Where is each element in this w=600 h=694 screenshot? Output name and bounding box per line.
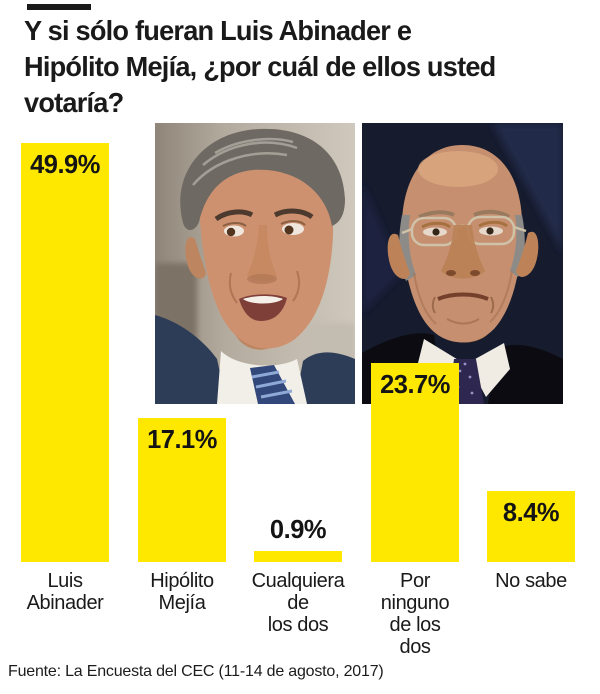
bar-category-line: No sabe xyxy=(495,570,567,592)
bar xyxy=(138,418,226,562)
bar-value-label: 17.1% xyxy=(147,424,217,454)
bar xyxy=(254,551,342,562)
bar-category-label: Por ninguno de los dos xyxy=(357,570,473,658)
bar-category-line: Cualquiera xyxy=(251,570,345,592)
chart-title-line-1: Y si sólo fueran Luis Abinader e xyxy=(24,15,412,46)
bar xyxy=(487,491,575,562)
bar-category-line: Hipólito xyxy=(150,570,214,592)
bar-category-line: Abinader xyxy=(26,592,104,614)
title-accent-bar xyxy=(27,4,91,10)
bar-value-label: 0.9% xyxy=(269,514,327,544)
chart-title: Y si sólo fueran Luis Abinader e Hipólit… xyxy=(24,13,579,121)
source-note: Fuente: La Encuesta del CEC (11-14 de ag… xyxy=(8,663,384,680)
bar-category-line: Por xyxy=(400,570,430,592)
bar xyxy=(371,363,459,562)
bar-category-line: Luis xyxy=(47,570,83,592)
bar-category-line: de los xyxy=(389,614,441,636)
bar-category-label: No sabe xyxy=(473,570,589,592)
bar-category-line: ninguno xyxy=(380,592,450,614)
chart-title-line-3: votaría? xyxy=(24,87,124,118)
bar-category-line: los dos xyxy=(267,614,329,636)
chart-title-line-2: Hipólito Mejía, ¿por cuál de ellos usted xyxy=(24,51,496,82)
bar-category-label: Luis Abinader xyxy=(7,570,123,614)
bar-category-line: de xyxy=(287,592,309,614)
bar-category-label: Hipólito Mejía xyxy=(124,570,240,614)
photo-luis-abinader xyxy=(155,123,355,404)
bar xyxy=(21,143,109,562)
bar-value-label: 8.4% xyxy=(502,497,560,527)
bar-value-label: 49.9% xyxy=(30,149,100,179)
bar-category-line: Mejía xyxy=(158,592,206,614)
bar-value-label: 23.7% xyxy=(380,369,450,399)
bar-category-label: Cualquiera de los dos xyxy=(240,570,356,636)
bar-category-line: dos xyxy=(399,636,431,658)
